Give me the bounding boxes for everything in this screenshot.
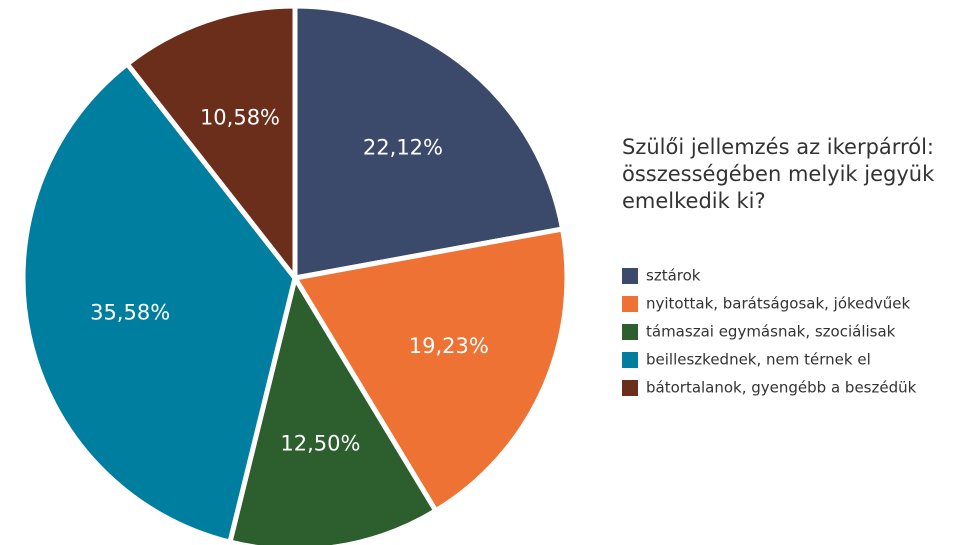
pie-slice [290, 226, 570, 515]
legend-swatch [622, 324, 638, 340]
legend-label: támaszai egymásnak, szociálisak [646, 323, 896, 341]
legend-label: beilleszkednek, nem térnek el [646, 351, 871, 369]
legend-label: nyitottak, barátságosak, jókedvűek [646, 295, 911, 313]
legend-swatch [622, 268, 638, 284]
slice-label: 12,50% [280, 432, 360, 456]
pie-slice [123, 3, 298, 286]
legend-swatch [622, 352, 638, 368]
slice-label: 35,58% [90, 300, 170, 324]
slice-label: 22,12% [363, 135, 443, 159]
slice-label: 10,58% [200, 106, 280, 130]
legend-swatch [622, 380, 638, 396]
pie-slice [226, 271, 440, 545]
pie-slice [292, 3, 566, 281]
chart-title: Szülői jellemzés az ikerpárról: összessé… [622, 135, 935, 213]
legend-label: sztárok [646, 267, 701, 285]
slice-label: 19,23% [409, 334, 489, 358]
legend-swatch [622, 296, 638, 312]
legend-label: bátortalanok, gyengébb a beszédük [646, 379, 917, 397]
pie-slice [20, 60, 298, 545]
